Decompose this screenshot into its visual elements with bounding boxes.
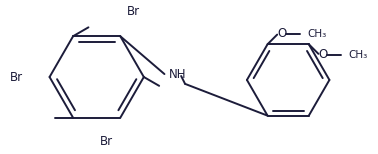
Text: Br: Br bbox=[100, 135, 113, 148]
Text: Br: Br bbox=[9, 71, 23, 83]
Text: CH₃: CH₃ bbox=[308, 29, 327, 39]
Text: CH₃: CH₃ bbox=[349, 50, 368, 60]
Text: Br: Br bbox=[127, 5, 139, 18]
Text: O: O bbox=[277, 27, 287, 40]
Text: O: O bbox=[319, 48, 328, 61]
Text: NH: NH bbox=[168, 68, 186, 81]
